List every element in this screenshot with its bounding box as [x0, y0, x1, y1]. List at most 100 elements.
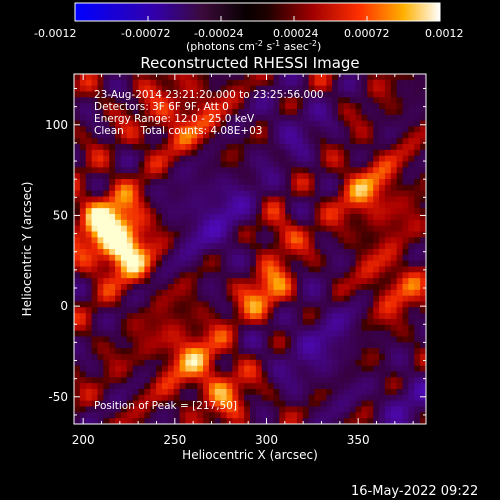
- heatmap-cell: [373, 114, 380, 122]
- heatmap-cell: [361, 173, 368, 180]
- heatmap-cell: [232, 109, 239, 116]
- heatmap-cell: [314, 295, 321, 303]
- heatmap-cell: [85, 295, 93, 303]
- heatmap-cell: [273, 79, 280, 87]
- heatmap-cell: [79, 103, 87, 110]
- heatmap-cell: [197, 319, 204, 326]
- heatmap-cell: [267, 214, 275, 221]
- heatmap-cell: [373, 324, 380, 332]
- heatmap-cell: [185, 74, 192, 81]
- heatmap-cell: [314, 249, 321, 256]
- heatmap-cell: [320, 126, 327, 133]
- heatmap-cell: [191, 243, 198, 250]
- heatmap-cell: [197, 371, 204, 378]
- heatmap-cell: [203, 295, 210, 303]
- heatmap-cell: [408, 190, 415, 198]
- heatmap-cell: [390, 138, 398, 145]
- heatmap-cell: [320, 167, 327, 174]
- heatmap-cell: [414, 400, 421, 408]
- heatmap-cell: [191, 371, 198, 378]
- heatmap-cell: [349, 389, 357, 396]
- heatmap-cell: [408, 307, 415, 314]
- heatmap-cell: [261, 377, 269, 384]
- heatmap-cell: [373, 319, 380, 326]
- heatmap-cell: [332, 173, 339, 180]
- heatmap-cell: [267, 132, 275, 139]
- heatmap-cell: [208, 167, 216, 174]
- heatmap-cell: [296, 208, 304, 215]
- heatmap-cell: [291, 144, 298, 151]
- heatmap-cell: [261, 359, 269, 367]
- heatmap-cell: [109, 278, 116, 285]
- heatmap-cell: [414, 225, 421, 233]
- heatmap-cell: [308, 278, 316, 285]
- heatmap-cell: [150, 91, 157, 98]
- heatmap-cell: [226, 289, 233, 297]
- heatmap-cell: [197, 214, 204, 221]
- heatmap-cell: [384, 365, 392, 373]
- heatmap-cell: [273, 324, 280, 332]
- heatmap-cell: [156, 196, 163, 203]
- heatmap-cell: [126, 149, 134, 157]
- heatmap-cell: [203, 254, 210, 262]
- heatmap-cell: [343, 144, 351, 151]
- heatmap-cell: [138, 138, 145, 145]
- heatmap-cell: [132, 260, 140, 268]
- heatmap-cell: [203, 307, 210, 314]
- heatmap-cell: [126, 97, 134, 104]
- heatmap-cell: [302, 85, 310, 93]
- heatmap-cell: [144, 155, 151, 163]
- heatmap-cell: [191, 173, 198, 180]
- heatmap-cell: [74, 196, 81, 203]
- heatmap-cell: [103, 237, 110, 244]
- heatmap-cell: [384, 266, 392, 273]
- heatmap-cell: [402, 400, 409, 408]
- heatmap-cell: [332, 348, 339, 355]
- heatmap-cell: [115, 313, 122, 320]
- heatmap-cell: [285, 301, 292, 308]
- heatmap-cell: [226, 295, 233, 303]
- heatmap-cell: [367, 237, 374, 244]
- heatmap-cell: [355, 301, 363, 308]
- heatmap-cell: [255, 260, 263, 268]
- heatmap-cell: [144, 278, 151, 285]
- heatmap-cell: [150, 219, 157, 227]
- heatmap-cell: [267, 336, 275, 343]
- heatmap-cell: [355, 365, 363, 373]
- heatmap-cell: [115, 219, 122, 227]
- heatmap-cell: [361, 278, 368, 285]
- heatmap-cell: [308, 167, 316, 174]
- heatmap-cell: [355, 313, 363, 320]
- heatmap-cell: [390, 237, 398, 244]
- heatmap-cell: [367, 307, 374, 314]
- heatmap-cell: [214, 149, 222, 157]
- heatmap-cell: [197, 149, 204, 157]
- heatmap-cell: [138, 301, 145, 308]
- heatmap-cell: [79, 289, 87, 297]
- heatmap-cell: [144, 313, 151, 320]
- heatmap-cell: [97, 179, 104, 186]
- heatmap-cell: [244, 173, 251, 180]
- heatmap-cell: [74, 144, 81, 151]
- heatmap-cell: [132, 167, 140, 174]
- heatmap-cell: [167, 278, 175, 285]
- heatmap-cell: [402, 348, 409, 355]
- heatmap-cell: [408, 114, 415, 122]
- heatmap-cell: [232, 74, 239, 81]
- heatmap-cell: [355, 400, 363, 408]
- heatmap-cell: [120, 243, 128, 250]
- heatmap-cell: [109, 295, 116, 303]
- heatmap-cell: [250, 85, 257, 93]
- heatmap-cell: [338, 103, 345, 110]
- heatmap-cell: [185, 97, 192, 104]
- heatmap-cell: [396, 155, 404, 163]
- heatmap-cell: [396, 167, 404, 174]
- heatmap-cell: [402, 389, 409, 396]
- heatmap-cell: [126, 389, 134, 396]
- heatmap-cell: [384, 79, 392, 87]
- heatmap-cell: [179, 400, 187, 408]
- heatmap-cell: [115, 371, 122, 378]
- heatmap-cell: [320, 144, 327, 151]
- heatmap-cell: [162, 167, 169, 174]
- heatmap-cell: [214, 260, 222, 268]
